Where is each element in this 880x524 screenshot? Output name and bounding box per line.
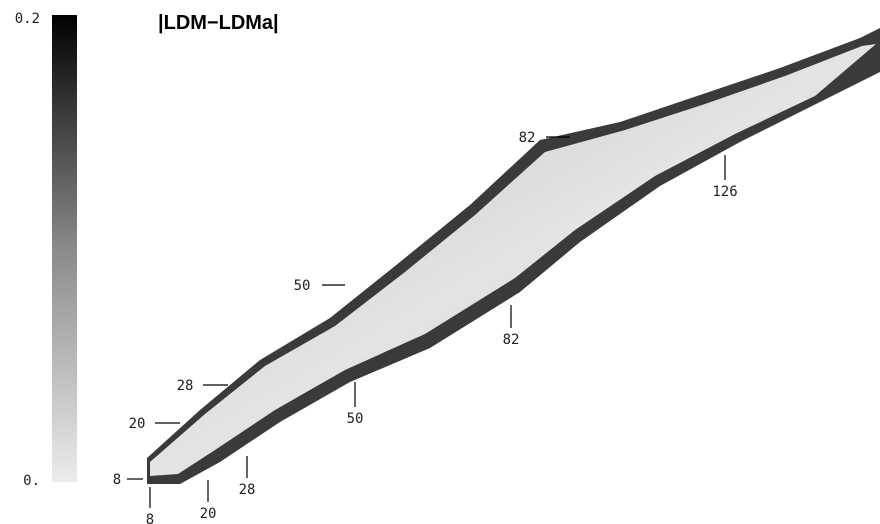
proton-magic-label: 28 [177, 378, 194, 394]
colorbar-tick-label: 0. [23, 473, 40, 489]
colorbar [52, 15, 77, 482]
proton-magic-label: 20 [129, 416, 146, 432]
neutron-magic-label: 28 [239, 482, 256, 498]
neutron-magic-label: 126 [712, 184, 737, 200]
chart-title: |LDM−LDMa| [158, 12, 279, 34]
proton-magic-label: 50 [294, 278, 311, 294]
proton-magic-label: 8 [113, 472, 121, 488]
neutron-magic-label: 82 [503, 332, 520, 348]
neutron-magic-label: 8 [146, 512, 154, 524]
nuclide-band [150, 44, 876, 476]
neutron-magic-label: 20 [200, 506, 217, 522]
colorbar-tick-label: 0.2 [15, 11, 40, 27]
proton-magic-label: 82 [519, 130, 536, 146]
neutron-magic-label: 50 [347, 411, 364, 427]
